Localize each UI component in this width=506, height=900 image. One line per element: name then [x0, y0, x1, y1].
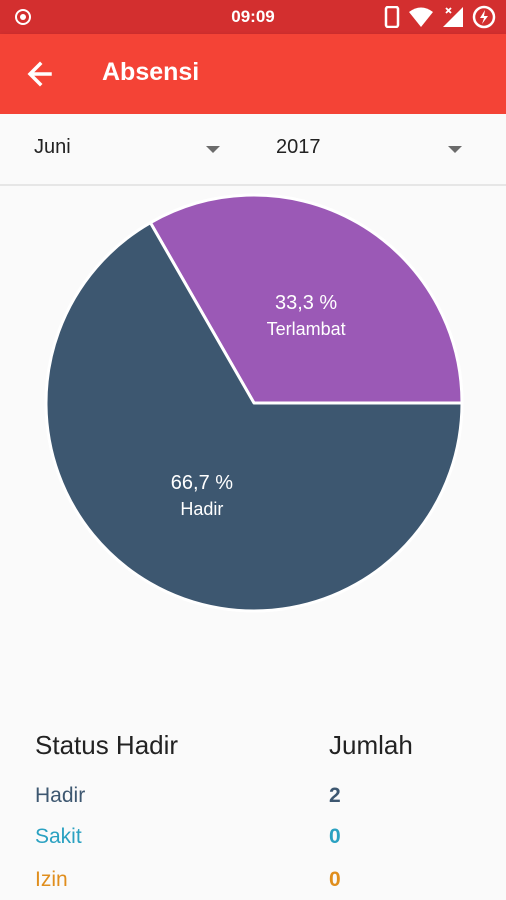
- slice-name-label: Terlambat: [267, 319, 346, 339]
- arrow-left-icon: [27, 61, 52, 87]
- pie-slice-terlambat: [148, 193, 464, 405]
- wifi-icon: [408, 6, 434, 33]
- battery-charging-icon: [472, 5, 496, 34]
- signal-icon: [442, 6, 464, 33]
- header-status: Status Hadir: [35, 730, 179, 760]
- phone-vibrate-icon: [384, 5, 400, 33]
- attendance-pie-chart: 33,3 % Terlambat 66,7 % Hadir: [44, 193, 464, 613]
- chevron-down-icon: [448, 146, 462, 153]
- year-dropdown[interactable]: 2017: [276, 136, 462, 168]
- status-time: 09:09: [231, 7, 275, 26]
- row-count: 0: [329, 825, 341, 848]
- app-bar: Absensi: [0, 34, 506, 114]
- status-bar: 09:09: [0, 0, 506, 34]
- filter-bar: Juni 2017: [0, 114, 506, 186]
- row-label: Sakit: [35, 825, 82, 848]
- table-row-izin: Izin 0: [0, 868, 506, 900]
- slice-name-label: Hadir: [180, 499, 223, 519]
- row-count: 2: [329, 784, 341, 807]
- page-title: Absensi: [102, 58, 200, 86]
- table-row-hadir: Hadir 2: [0, 784, 506, 820]
- header-count: Jumlah: [329, 730, 413, 760]
- chevron-down-icon: [206, 146, 220, 153]
- table-header: Status Hadir Jumlah: [0, 730, 506, 766]
- record-icon: [14, 8, 32, 31]
- pie-slice-hadir: [44, 221, 464, 613]
- back-button[interactable]: [22, 56, 58, 92]
- slice-percent-label: 66,7 %: [171, 472, 233, 494]
- slice-percent-label: 33,3 %: [275, 292, 337, 314]
- month-dropdown[interactable]: Juni: [34, 136, 220, 168]
- row-count: 0: [329, 868, 341, 891]
- row-label: Hadir: [35, 784, 86, 807]
- row-label: Izin: [35, 868, 68, 891]
- month-value: Juni: [34, 136, 71, 158]
- year-value: 2017: [276, 136, 321, 158]
- table-row-sakit: Sakit 0: [0, 825, 506, 861]
